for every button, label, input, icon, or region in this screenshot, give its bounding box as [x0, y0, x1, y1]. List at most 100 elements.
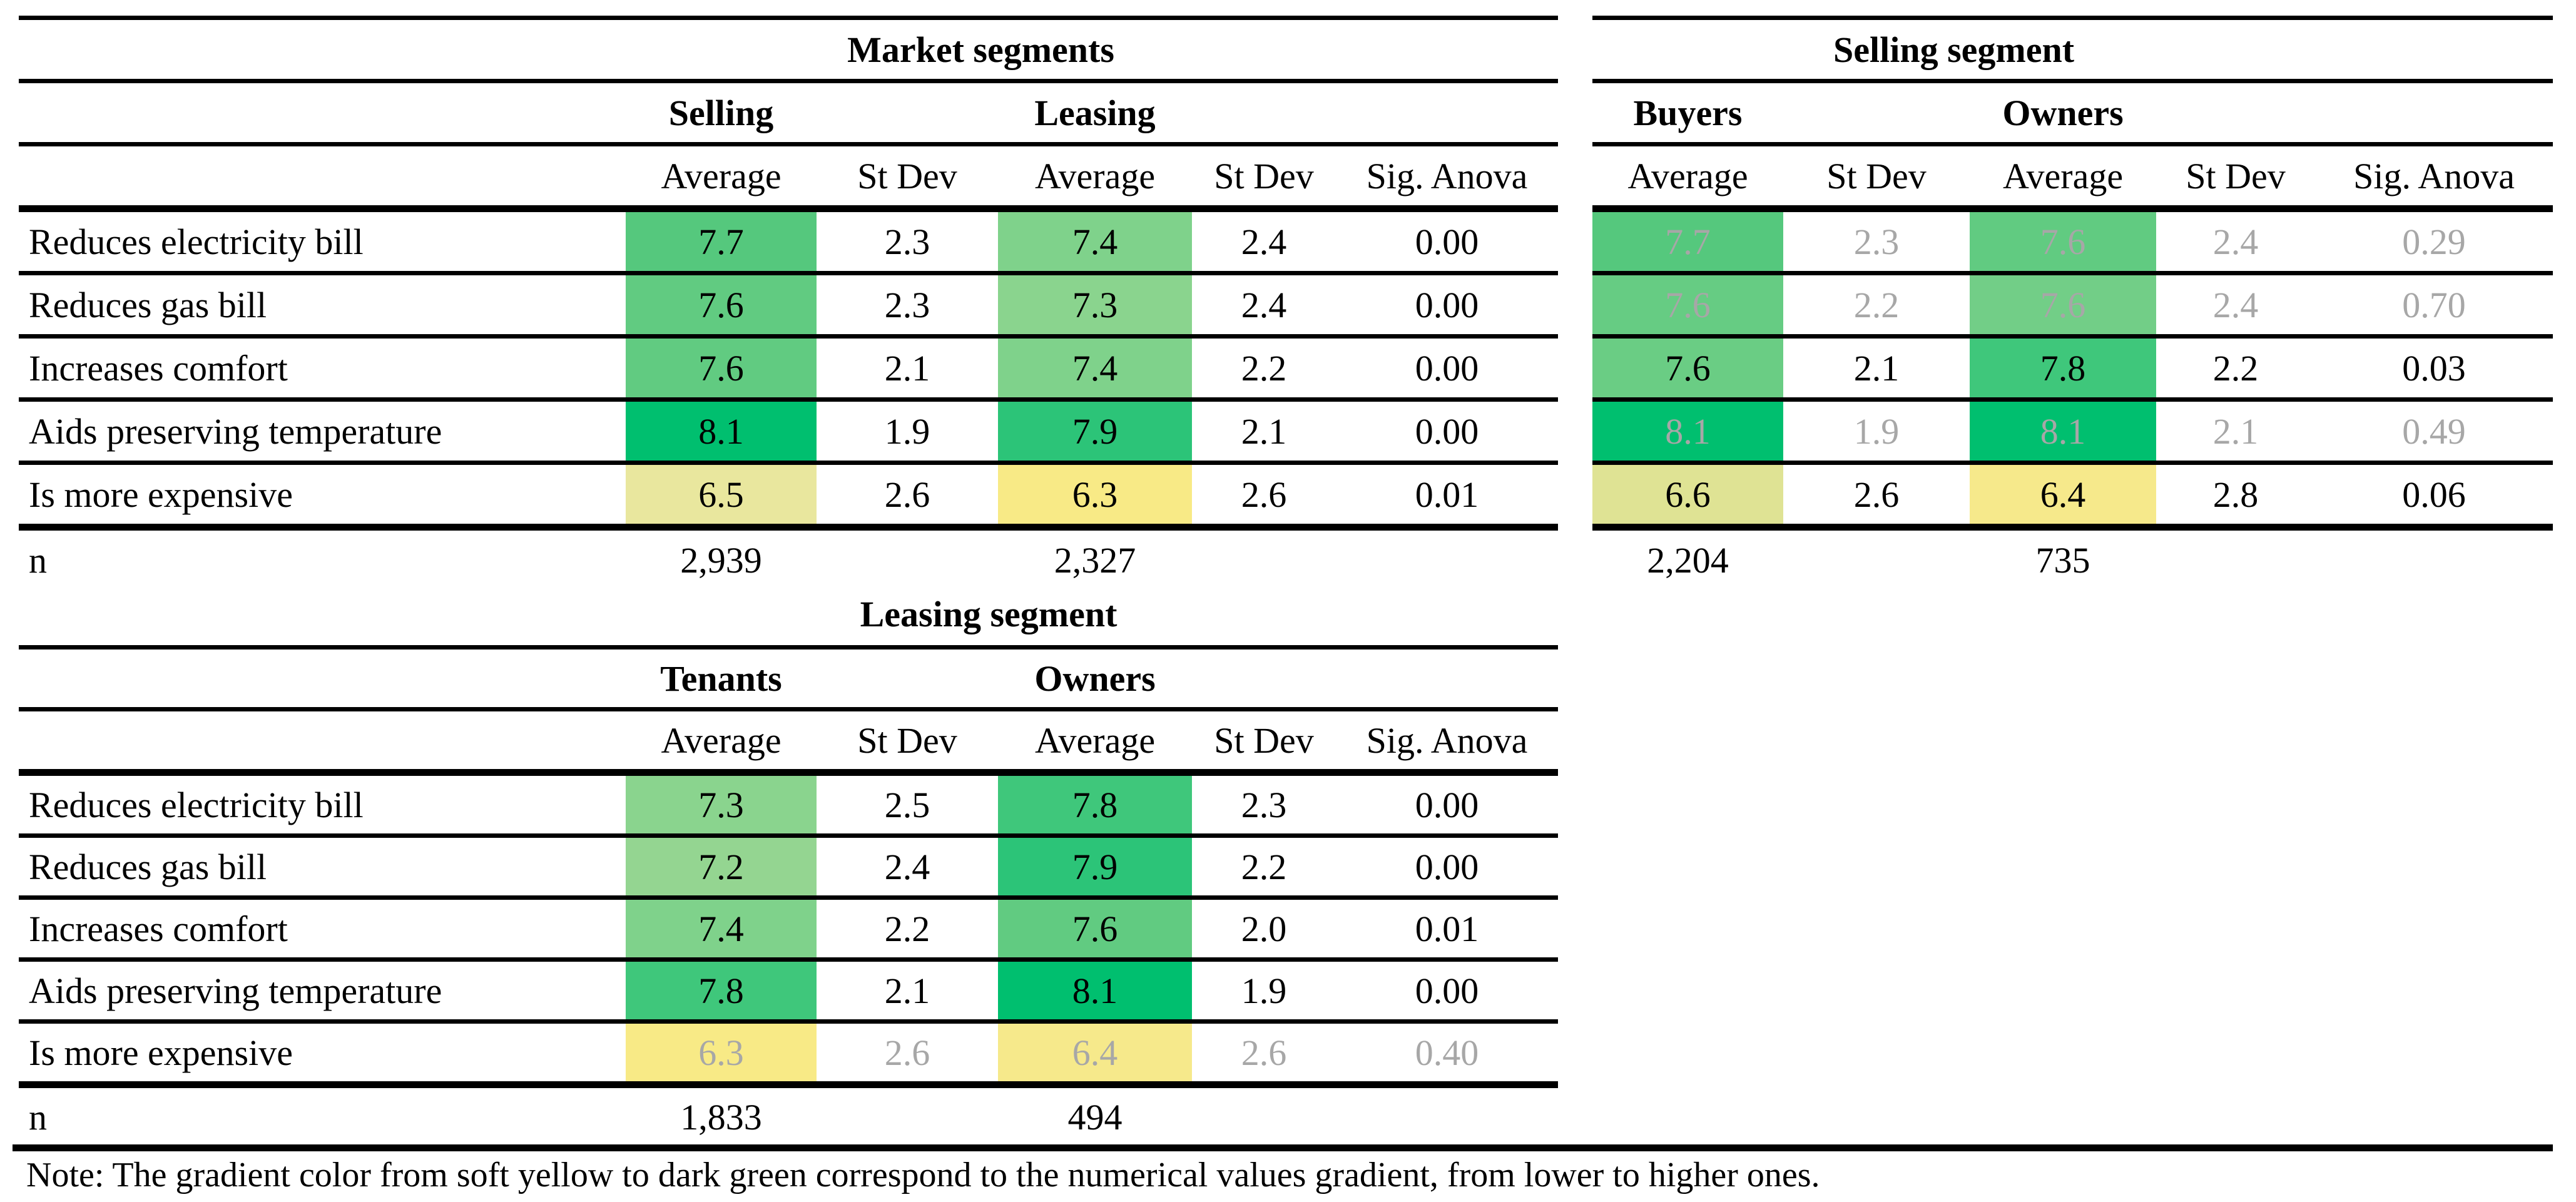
average-cell: 7.7	[626, 205, 817, 273]
average-cell: 6.3	[998, 461, 1192, 527]
stdev-cell: 2.3	[1192, 769, 1336, 836]
column-header-sig-anova: Sig. Anova	[1336, 142, 1559, 209]
average-cell: 7.8	[1970, 334, 2156, 400]
average-cell: 7.6	[626, 271, 817, 337]
average-cell: 7.6	[626, 334, 817, 400]
sig-anova-cell: 0.00	[1336, 397, 1559, 463]
sig-anova-cell: 0.40	[1336, 1019, 1558, 1085]
spacer-cell	[19, 707, 626, 773]
table-row: Is more expensive 6.5 2.6 6.3 2.6 0.01	[19, 461, 1559, 527]
stdev-cell: 2.2	[817, 895, 998, 960]
average-cell: 7.8	[998, 769, 1192, 836]
title-row: Market segments	[19, 16, 1559, 81]
average-cell: 8.1	[626, 397, 817, 463]
table-row: Reduces electricity bill 7.7 2.3 7.4 2.4…	[19, 205, 1559, 273]
column-header-average: Average	[1592, 142, 1783, 209]
table-row: Aids preserving temperature 7.8 2.1 8.1 …	[19, 957, 1558, 1022]
table-row: Reduces gas bill 7.2 2.4 7.9 2.2 0.00	[19, 833, 1558, 898]
spacer-cell	[1783, 524, 1970, 589]
spacer-cell	[2315, 16, 2553, 81]
n-row: n 2,939 2,327	[19, 524, 1559, 589]
spacer-cell	[1336, 16, 1559, 81]
average-cell: 7.4	[998, 205, 1192, 273]
stdev-cell: 2.6	[1783, 461, 1970, 527]
stdev-cell: 2.4	[1192, 271, 1336, 337]
row-label: Aids preserving temperature	[19, 957, 626, 1022]
column-header-row: Average St Dev Average St Dev Sig. Anova	[19, 707, 1558, 773]
column-header-stdev: St Dev	[1192, 707, 1336, 773]
stdev-cell: 2.2	[2156, 334, 2316, 400]
n-label: n	[19, 1081, 626, 1146]
average-cell: 7.6	[1592, 271, 1783, 337]
average-cell: 6.6	[1592, 461, 1783, 527]
spacer-cell	[1336, 1081, 1558, 1146]
spacer-cell	[2315, 79, 2553, 145]
sig-anova-cell: 0.01	[1336, 461, 1559, 527]
stdev-cell: 2.6	[1192, 1019, 1336, 1085]
group-header-row: Selling Leasing	[19, 79, 1559, 145]
stdev-cell: 1.9	[1192, 957, 1336, 1022]
row-label: Aids preserving temperature	[19, 397, 626, 463]
stdev-cell: 2.2	[1783, 271, 1970, 337]
row-label: Reduces gas bill	[19, 833, 626, 898]
table-row: 7.6 2.2 7.6 2.4 0.70	[1592, 271, 2553, 337]
spacer-cell	[2156, 524, 2316, 589]
sig-anova-cell: 0.00	[1336, 957, 1558, 1022]
column-header-average: Average	[998, 707, 1192, 773]
average-cell: 7.6	[998, 895, 1192, 960]
spacer-cell	[817, 524, 998, 589]
column-header-sig-anova: Sig. Anova	[2315, 142, 2553, 209]
average-cell: 6.3	[626, 1019, 817, 1085]
column-header-stdev: St Dev	[817, 142, 998, 209]
group-header-row: Buyers Owners	[1592, 79, 2553, 145]
table-row: 7.7 2.3 7.6 2.4 0.29	[1592, 205, 2553, 273]
group-header-owners: Owners	[998, 645, 1192, 710]
average-cell: 7.8	[626, 957, 817, 1022]
column-header-row: Average St Dev Average St Dev Sig. Anova	[1592, 142, 2553, 209]
average-cell: 7.7	[1592, 205, 1783, 273]
sig-anova-cell: 0.06	[2315, 461, 2553, 527]
spacer-cell	[1783, 79, 1970, 145]
average-cell: 7.4	[998, 334, 1192, 400]
column-header-average: Average	[626, 142, 817, 209]
bottom-rule-divider	[13, 1144, 2553, 1151]
stdev-cell: 2.4	[2156, 205, 2316, 273]
spacer-cell	[817, 645, 998, 710]
row-label: Is more expensive	[19, 461, 626, 527]
leasing-segment-table: Tenants Owners Average St Dev Average St…	[19, 645, 1558, 1146]
stdev-cell: 2.0	[1192, 895, 1336, 960]
stdev-cell: 2.3	[817, 271, 998, 337]
sig-anova-cell: 0.00	[1336, 271, 1559, 337]
average-cell: 7.6	[1970, 271, 2156, 337]
title-row: Selling segment	[1592, 16, 2553, 81]
stdev-cell: 2.2	[1192, 334, 1336, 400]
row-label: Is more expensive	[19, 1019, 626, 1085]
n-value-cell: 494	[998, 1081, 1192, 1146]
stdev-cell: 2.1	[1192, 397, 1336, 463]
group-header-row: Tenants Owners	[19, 645, 1558, 710]
column-header-sig-anova: Sig. Anova	[1336, 707, 1558, 773]
sig-anova-cell: 0.00	[1336, 334, 1559, 400]
row-label: Increases comfort	[19, 334, 626, 400]
table-row: 8.1 1.9 8.1 2.1 0.49	[1592, 397, 2553, 463]
average-cell: 8.1	[998, 957, 1192, 1022]
stdev-cell: 2.4	[1192, 205, 1336, 273]
row-label: Reduces electricity bill	[19, 769, 626, 836]
sig-anova-cell: 0.29	[2315, 205, 2553, 273]
sig-anova-cell: 0.00	[1336, 769, 1558, 836]
stdev-cell: 2.4	[2156, 271, 2316, 337]
stdev-cell: 2.3	[817, 205, 998, 273]
market-segments-table: Market segments Selling Leasing Average …	[19, 16, 1559, 589]
average-cell: 7.4	[626, 895, 817, 960]
table-row: Aids preserving temperature 8.1 1.9 7.9 …	[19, 397, 1559, 463]
spacer-cell	[19, 142, 626, 209]
average-cell: 6.4	[998, 1019, 1192, 1085]
table-row: Increases comfort 7.4 2.2 7.6 2.0 0.01	[19, 895, 1558, 960]
n-row: n 1,833 494	[19, 1081, 1558, 1146]
column-header-average: Average	[1970, 142, 2156, 209]
sig-anova-cell: 0.03	[2315, 334, 2553, 400]
n-value-cell: 1,833	[626, 1081, 817, 1146]
table-row: 7.6 2.1 7.8 2.2 0.03	[1592, 334, 2553, 400]
spacer-cell	[19, 645, 626, 710]
n-label: n	[19, 524, 626, 589]
